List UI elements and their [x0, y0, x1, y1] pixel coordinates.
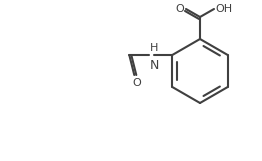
Text: H: H: [150, 43, 159, 53]
Text: N: N: [150, 59, 159, 72]
Text: OH: OH: [215, 4, 232, 14]
Text: O: O: [175, 4, 184, 14]
Text: O: O: [132, 78, 141, 88]
